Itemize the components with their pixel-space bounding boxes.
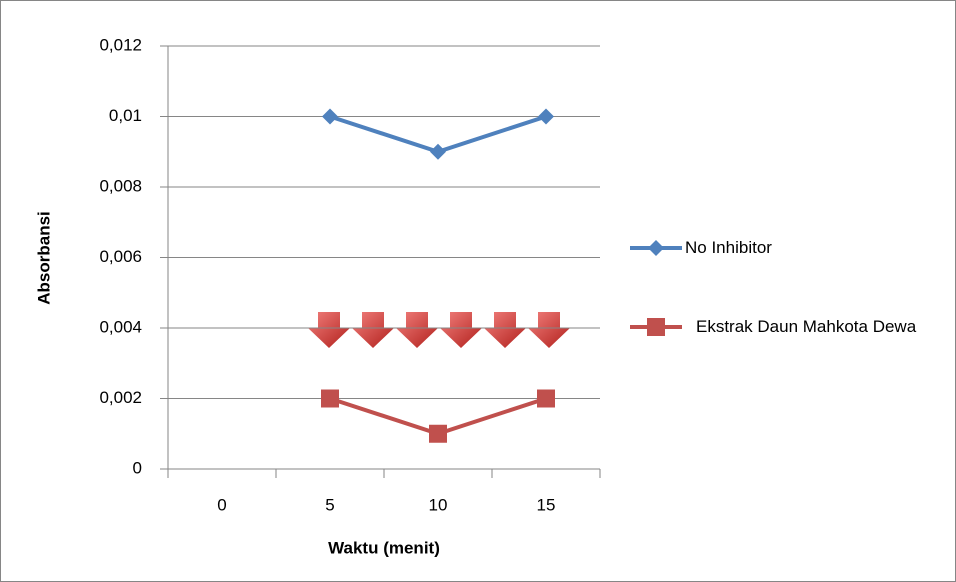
x-tick-label: 15 <box>537 495 556 514</box>
legend-marker <box>648 240 664 256</box>
legend-entry: Ekstrak Daun Mahkota Dewa <box>696 316 956 338</box>
chart-container: Waktu (menit) Absorbansi 0 0,002 0,004 0,00… <box>0 0 956 582</box>
y-tick-label: 0,01 <box>109 106 142 125</box>
chart-border <box>1 1 956 582</box>
point <box>322 109 338 125</box>
legend-entry: No Inhibitor <box>685 237 945 259</box>
point <box>430 144 446 160</box>
point <box>429 425 447 443</box>
x-tick-label: 5 <box>325 495 334 514</box>
point <box>321 390 339 408</box>
chart: Waktu (menit) Absorbansi 0 0,002 0,004 0,00… <box>0 0 956 582</box>
point <box>538 109 554 125</box>
point <box>537 390 555 408</box>
x-axis-title: Waktu (menit) <box>328 538 440 557</box>
y-tick-label: 0,008 <box>99 176 142 195</box>
y-tick-label: 0,006 <box>99 247 142 266</box>
y-tick-label: 0,002 <box>99 388 142 407</box>
y-axis-title: Absorbansi <box>34 211 53 305</box>
y-tick-label: 0,012 <box>99 35 142 54</box>
arrows <box>308 312 570 348</box>
x-tick-label: 0 <box>217 495 226 514</box>
y-tick-label: 0 <box>133 458 142 477</box>
x-tick-label: 10 <box>429 495 448 514</box>
legend-marker <box>647 318 665 336</box>
y-tick-label: 0,004 <box>99 317 142 336</box>
